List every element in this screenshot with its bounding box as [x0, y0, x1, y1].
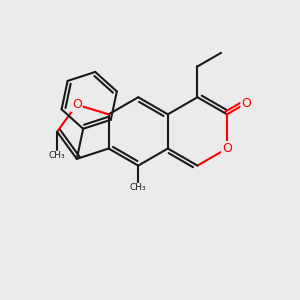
- Text: O: O: [241, 97, 251, 110]
- Text: CH₃: CH₃: [49, 151, 65, 160]
- Text: O: O: [72, 98, 82, 111]
- Text: O: O: [222, 142, 232, 155]
- Text: CH₃: CH₃: [130, 183, 146, 192]
